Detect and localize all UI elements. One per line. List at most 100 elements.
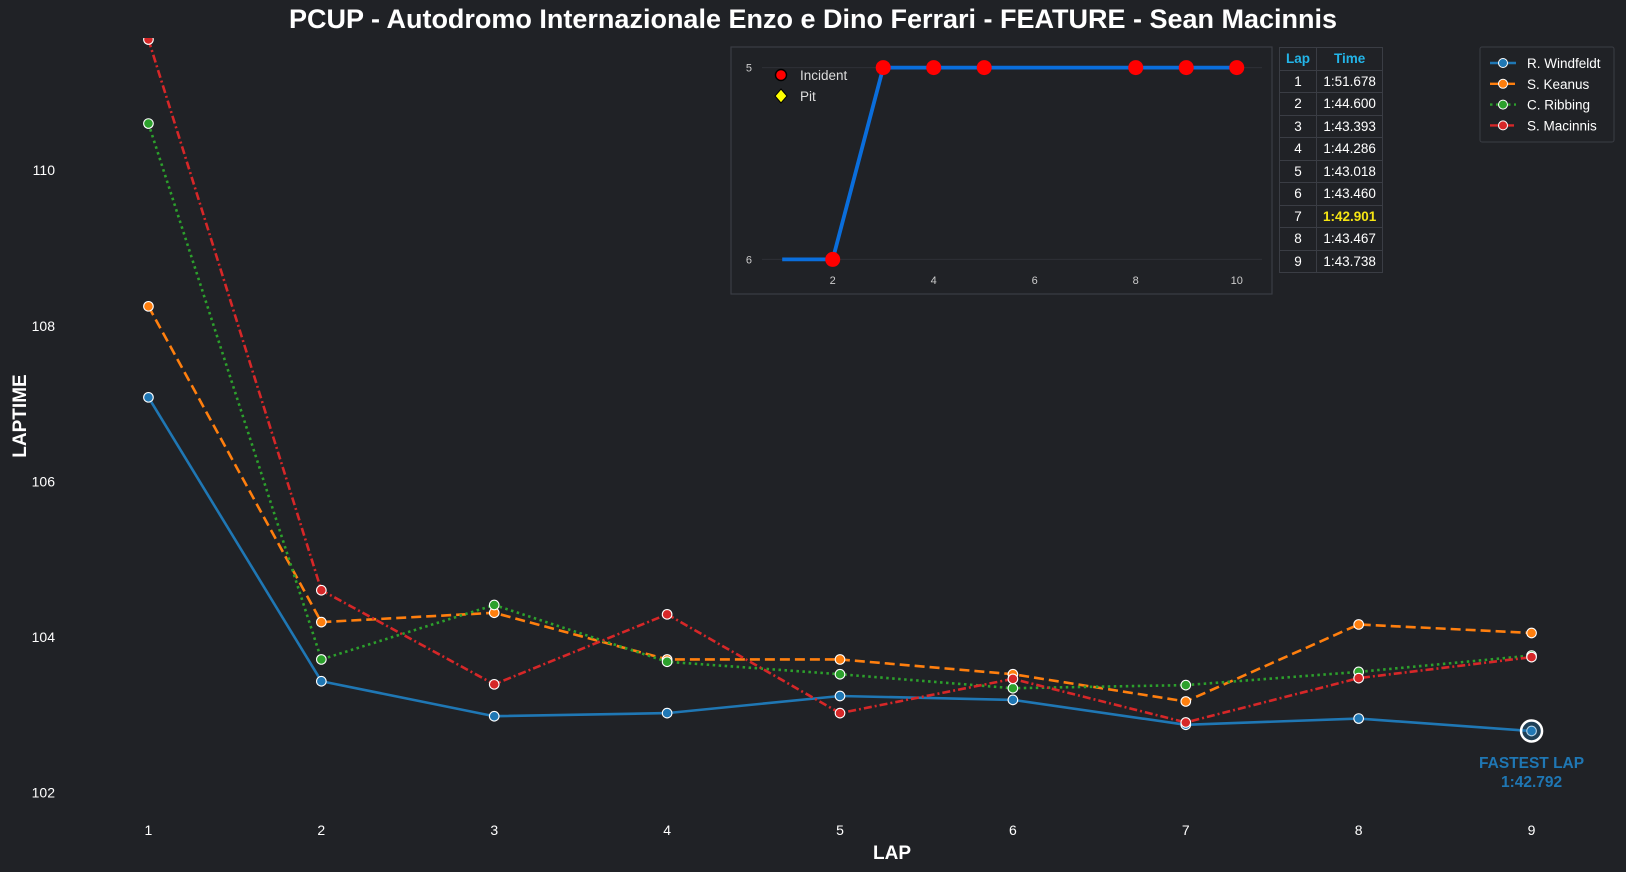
data-point [143,118,154,129]
inset-y-tick-label: 5 [746,63,752,75]
x-tick-label: 4 [663,822,671,838]
data-point [315,675,327,687]
x-tick-label: 6 [1009,822,1017,838]
table-header-row: Lap Time [1278,47,1384,71]
data-point [834,668,846,680]
data-point [488,599,500,611]
inset-legend-incident-marker [774,68,788,82]
table-row: 9 1:43.738 [1278,249,1384,273]
incident-marker [1128,60,1144,76]
data-point [143,38,154,45]
x-tick-label: 1 [145,822,153,838]
legend-label: R. Windfeldt [1527,56,1601,71]
table-cell-time: 1:44.600 [1316,92,1384,116]
data-point [1007,694,1019,706]
inset-x-tick-label: 4 [931,275,937,287]
inset-legend-incident-label: Incident [800,68,848,83]
inset-x-tick-label: 6 [1032,275,1038,287]
data-point [834,690,846,702]
data-point [315,616,327,628]
data-point [143,300,154,312]
data-point [1353,713,1365,724]
data-point [661,608,673,620]
data-point [1180,696,1192,707]
table-cell-lap: 8 [1278,227,1318,251]
table-cell-time: 1:43.738 [1316,249,1384,273]
table-cell-lap: 1 [1278,69,1318,93]
data-point [1526,627,1537,639]
data-point [834,654,846,665]
data-point [1353,619,1365,630]
legend-swatch-marker [1498,99,1508,110]
data-point [143,391,154,403]
table-cell-time: 1:43.460 [1316,182,1384,206]
table-cell-time: 1:43.018 [1316,159,1384,183]
position-inset-chart: 5 6 2 4 6 8 10 Incident Pit [730,46,1273,295]
legend-label: C. Ribbing [1527,98,1590,113]
legend-swatch-marker [1498,120,1508,131]
table-cell-lap: 2 [1278,92,1318,116]
data-point [1180,717,1192,728]
table-cell-time: 1:44.286 [1316,137,1384,161]
table-row: 1 1:51.678 [1278,69,1384,93]
table-cell-time: 1:51.678 [1316,69,1384,93]
incident-marker [976,60,992,76]
y-axis-label: LAPTIME [10,374,31,457]
chart-title: PCUP - Autodromo Internazionale Enzo e D… [288,4,1338,34]
incident-marker [926,60,942,76]
x-tick-label: 5 [836,822,844,838]
inset-legend-pit-label: Pit [800,89,816,104]
incident-marker [825,251,841,267]
legend-swatch-marker [1498,58,1508,68]
data-point [315,654,327,665]
data-point [1353,672,1365,684]
data-point [834,707,846,719]
x-tick-label: 9 [1528,822,1536,838]
data-point [1526,651,1537,663]
table-row: 6 1:43.460 [1278,182,1384,206]
legend-label: S. Macinnis [1527,118,1597,133]
data-point [661,656,673,668]
series-line-rwindfeldt [147,396,1532,733]
y-tick-label: 104 [32,629,56,645]
x-tick-label: 7 [1182,822,1190,838]
table-row: 3 1:43.393 [1278,114,1384,138]
inset-x-tick-label: 2 [830,275,836,287]
y-tick-label: 110 [33,162,56,178]
fastest-lap-time: 1:42.792 [1501,774,1562,791]
data-point [315,584,327,596]
inset-frame [730,46,1273,295]
inset-x-tick-label: 10 [1231,275,1243,287]
table-row: 5 1:43.018 [1278,159,1384,183]
data-point [488,678,500,690]
fastest-lap-marker [1519,719,1544,743]
table-header-time: Time [1316,47,1384,71]
table-cell-lap: 9 [1278,249,1318,273]
fastest-lap-label: FASTEST LAP [1479,755,1584,772]
table-row: 8 1:43.467 [1278,227,1384,251]
table-cell-lap: 5 [1278,159,1318,183]
inset-legend-pit-marker [774,88,788,104]
lap-time-table: Lap Time 1 1:51.678 2 1:44.600 3 1:43.393 4… [1278,47,1384,273]
inset-y-tick-label: 6 [746,254,752,266]
data-point [661,707,673,719]
table-row-fastest: 7 1:42.901 [1278,204,1384,228]
data-point [1180,679,1192,691]
y-tick-label: 102 [32,784,56,800]
table-cell-lap: 6 [1278,182,1318,206]
legend: R. Windfeldt S. Keanus C. Ribbing S. Macinn… [1479,46,1615,143]
legend-label: S. Keanus [1527,77,1590,92]
incident-marker [875,60,891,76]
table-cell-time-fastest: 1:42.901 [1316,204,1384,228]
series-line-skeanus [147,305,1532,703]
data-point [1007,682,1019,694]
table-cell-lap: 7 [1278,204,1318,228]
table-header-lap: Lap [1278,47,1318,71]
table-cell-time: 1:43.393 [1316,114,1384,138]
legend-swatch-marker [1498,78,1508,89]
table-row: 2 1:44.600 [1278,92,1384,116]
x-tick-label: 8 [1355,822,1363,838]
x-axis-label: LAP [873,843,911,864]
inset-position-line [782,65,1237,262]
